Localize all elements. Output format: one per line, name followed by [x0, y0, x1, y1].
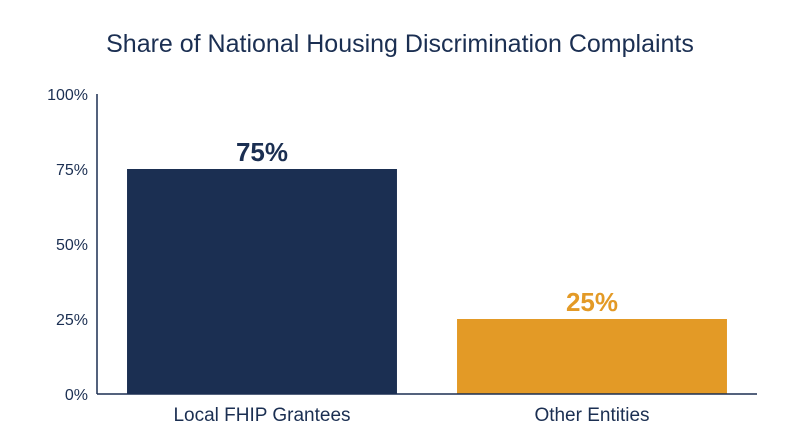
x-category-label: Other Entities — [534, 405, 649, 426]
data-label: 25% — [566, 287, 618, 317]
y-tick-label: 75% — [56, 162, 88, 179]
y-tick-label: 100% — [47, 87, 88, 104]
y-tick-label: 50% — [56, 237, 88, 254]
x-category-label: Local FHIP Grantees — [173, 405, 350, 426]
bar — [127, 169, 397, 394]
data-label: 75% — [236, 137, 288, 167]
data-labels: 75% 25% — [236, 137, 618, 317]
y-axis-ticks: 0% 25% 50% 75% 100% — [47, 87, 88, 404]
bars — [127, 169, 727, 394]
y-tick-label: 25% — [56, 312, 88, 329]
bar — [457, 319, 727, 394]
y-tick-label: 0% — [65, 387, 88, 404]
chart-title: Share of National Housing Discrimination… — [106, 30, 694, 58]
x-axis-categories: Local FHIP Grantees Other Entities — [173, 405, 649, 426]
